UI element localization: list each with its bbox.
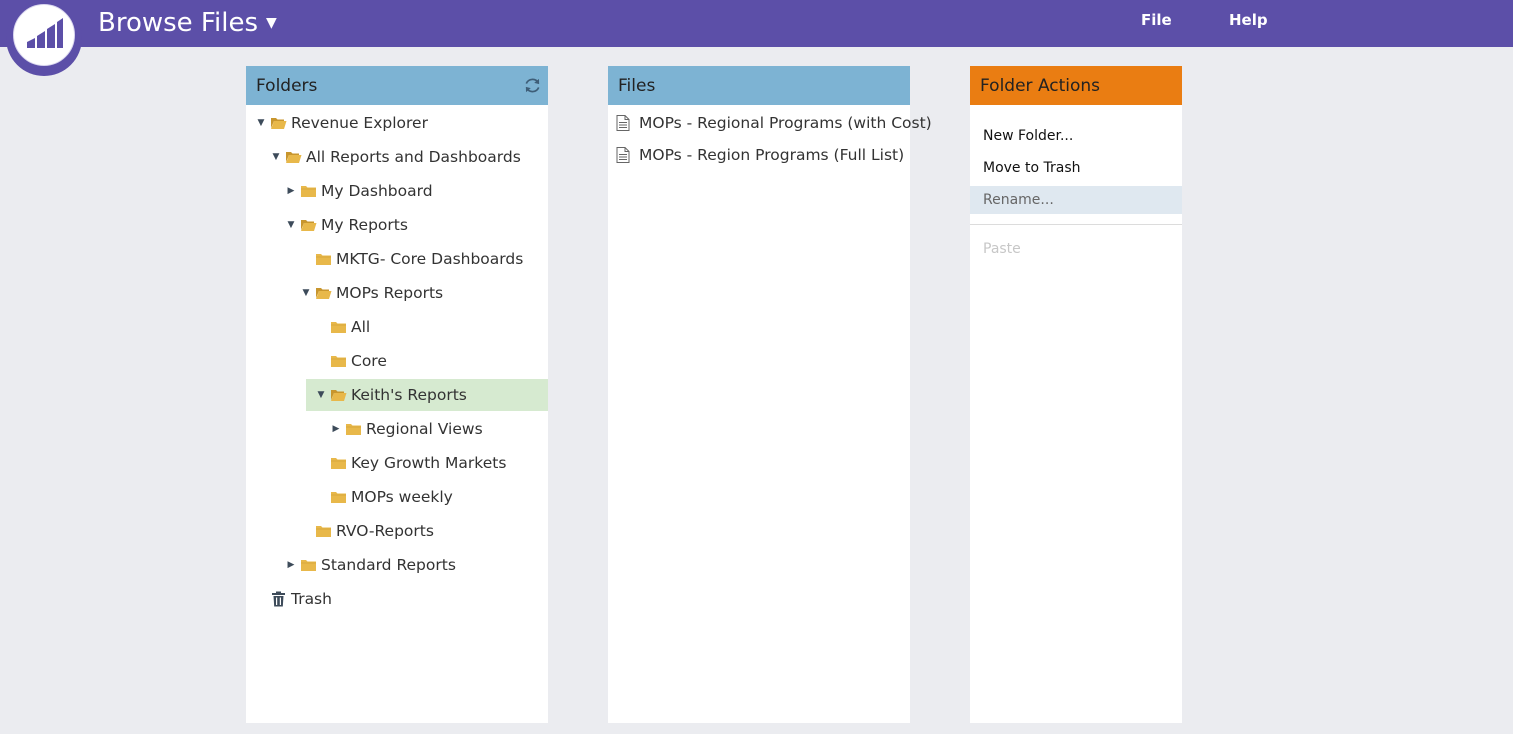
collapsed-arrow-icon[interactable]: ▶ — [287, 560, 295, 570]
expanded-arrow-icon[interactable]: ▼ — [287, 220, 295, 230]
folder-icon — [331, 492, 346, 503]
tree-item-label: My Reports — [321, 216, 408, 234]
tree-item-label: All — [351, 318, 371, 336]
app-title: Browse Files — [98, 8, 258, 38]
tree-item-rvo-reports[interactable]: RVO-Reports — [246, 515, 548, 547]
trash-icon — [272, 591, 285, 607]
expanded-arrow-icon[interactable]: ▼ — [257, 118, 265, 128]
tree-item-label: Keith's Reports — [351, 386, 467, 404]
tree-item-label: MKTG- Core Dashboards — [336, 250, 524, 268]
tree-item-label: MOPs Reports — [336, 284, 444, 302]
tree-item-mktg-core-dashboards[interactable]: MKTG- Core Dashboards — [246, 243, 548, 275]
tree-item-label: RVO-Reports — [336, 522, 434, 540]
tree-item-key-growth-markets[interactable]: Key Growth Markets — [246, 447, 548, 479]
paste-action: Paste — [983, 241, 1021, 257]
browse-files-dropdown[interactable]: Browse Files ▼ — [98, 6, 277, 40]
file-item-mops-regional-programs-with-cost[interactable]: MOPs - Regional Programs (with Cost) — [616, 109, 932, 137]
folder-icon — [331, 356, 346, 367]
open-folder-icon — [301, 220, 317, 231]
tree-item-regional-views[interactable]: ▶ Regional Views — [246, 413, 548, 445]
folder-icon — [331, 458, 346, 469]
tree-item-label: Revenue Explorer — [291, 114, 428, 132]
folders-panel: Folders ▼ Revenue Explorer ▼ All Reports… — [246, 66, 548, 723]
document-icon — [616, 115, 630, 131]
tree-item-label: Standard Reports — [321, 556, 456, 574]
tree-item-mops-weekly[interactable]: MOPs weekly — [246, 481, 548, 513]
folder-actions-header: Folder Actions — [970, 66, 1182, 105]
new-folder-action[interactable]: New Folder... — [983, 128, 1074, 144]
open-folder-icon — [331, 390, 347, 401]
tree-item-my-dashboard[interactable]: ▶ My Dashboard — [246, 175, 548, 207]
folder-icon — [301, 186, 316, 197]
files-title: Files — [618, 75, 656, 96]
tree-item-all[interactable]: All — [246, 311, 548, 343]
tree-item-keiths-reports[interactable]: ▼ Keith's Reports — [306, 379, 548, 411]
folder-actions-title: Folder Actions — [980, 75, 1101, 96]
tree-item-label: Regional Views — [366, 420, 483, 438]
expanded-arrow-icon[interactable]: ▼ — [272, 152, 280, 162]
folder-icon — [331, 322, 346, 333]
caret-down-icon: ▼ — [266, 15, 277, 31]
tree-item-mops-reports[interactable]: ▼ MOPs Reports — [246, 277, 548, 309]
tree-item-my-reports[interactable]: ▼ My Reports — [246, 209, 548, 241]
folders-title: Folders — [256, 75, 318, 96]
open-folder-icon — [271, 118, 287, 129]
bar-chart-logo-icon — [27, 18, 63, 48]
collapsed-arrow-icon[interactable]: ▶ — [287, 186, 295, 196]
help-menu[interactable]: Help — [1229, 11, 1268, 29]
logo-badge — [13, 4, 75, 66]
folders-header: Folders — [246, 66, 548, 105]
tree-item-all-reports-and-dashboards[interactable]: ▼ All Reports and Dashboards — [246, 141, 548, 173]
file-menu[interactable]: File — [1141, 11, 1172, 29]
file-item-label: MOPs - Region Programs (Full List) — [639, 146, 905, 164]
files-panel: Files MOPs - Regional Programs (with Cos… — [608, 66, 932, 723]
open-folder-icon — [286, 152, 302, 163]
tree-item-label: All Reports and Dashboards — [306, 148, 521, 166]
tree-item-label: MOPs weekly — [351, 488, 453, 506]
tree-item-revenue-explorer[interactable]: ▼ Revenue Explorer — [246, 107, 548, 139]
tree-item-standard-reports[interactable]: ▶ Standard Reports — [246, 549, 548, 581]
rename-action[interactable]: Rename... — [970, 186, 1182, 214]
refresh-icon[interactable] — [523, 76, 542, 95]
document-icon — [616, 147, 630, 163]
folder-icon — [346, 424, 361, 435]
file-item-label: MOPs - Regional Programs (with Cost) — [639, 114, 932, 132]
folder-icon — [316, 526, 331, 537]
move-to-trash-action[interactable]: Move to Trash — [983, 160, 1081, 176]
actions-divider — [970, 224, 1182, 225]
tree-item-label: My Dashboard — [321, 182, 433, 200]
marketo-logo[interactable] — [6, 0, 82, 76]
open-folder-icon — [316, 288, 332, 299]
top-bar: Browse Files ▼ File Help — [0, 0, 1513, 47]
files-header: Files — [608, 66, 910, 105]
expanded-arrow-icon[interactable]: ▼ — [317, 390, 325, 400]
folder-icon — [301, 560, 316, 571]
tree-item-label: Trash — [291, 590, 332, 608]
expanded-arrow-icon[interactable]: ▼ — [302, 288, 310, 298]
folder-tree: ▼ Revenue Explorer ▼ All Reports and Das… — [246, 105, 548, 723]
file-item-mops-region-programs-full-list[interactable]: MOPs - Region Programs (Full List) — [616, 141, 904, 169]
tree-item-label: Core — [351, 352, 387, 370]
collapsed-arrow-icon[interactable]: ▶ — [332, 424, 340, 434]
folder-actions-panel: Folder Actions New Folder... Move to Tra… — [970, 66, 1182, 723]
tree-item-trash[interactable]: Trash — [246, 583, 548, 615]
tree-item-core[interactable]: Core — [246, 345, 548, 377]
folder-icon — [316, 254, 331, 265]
tree-item-label: Key Growth Markets — [351, 454, 507, 472]
